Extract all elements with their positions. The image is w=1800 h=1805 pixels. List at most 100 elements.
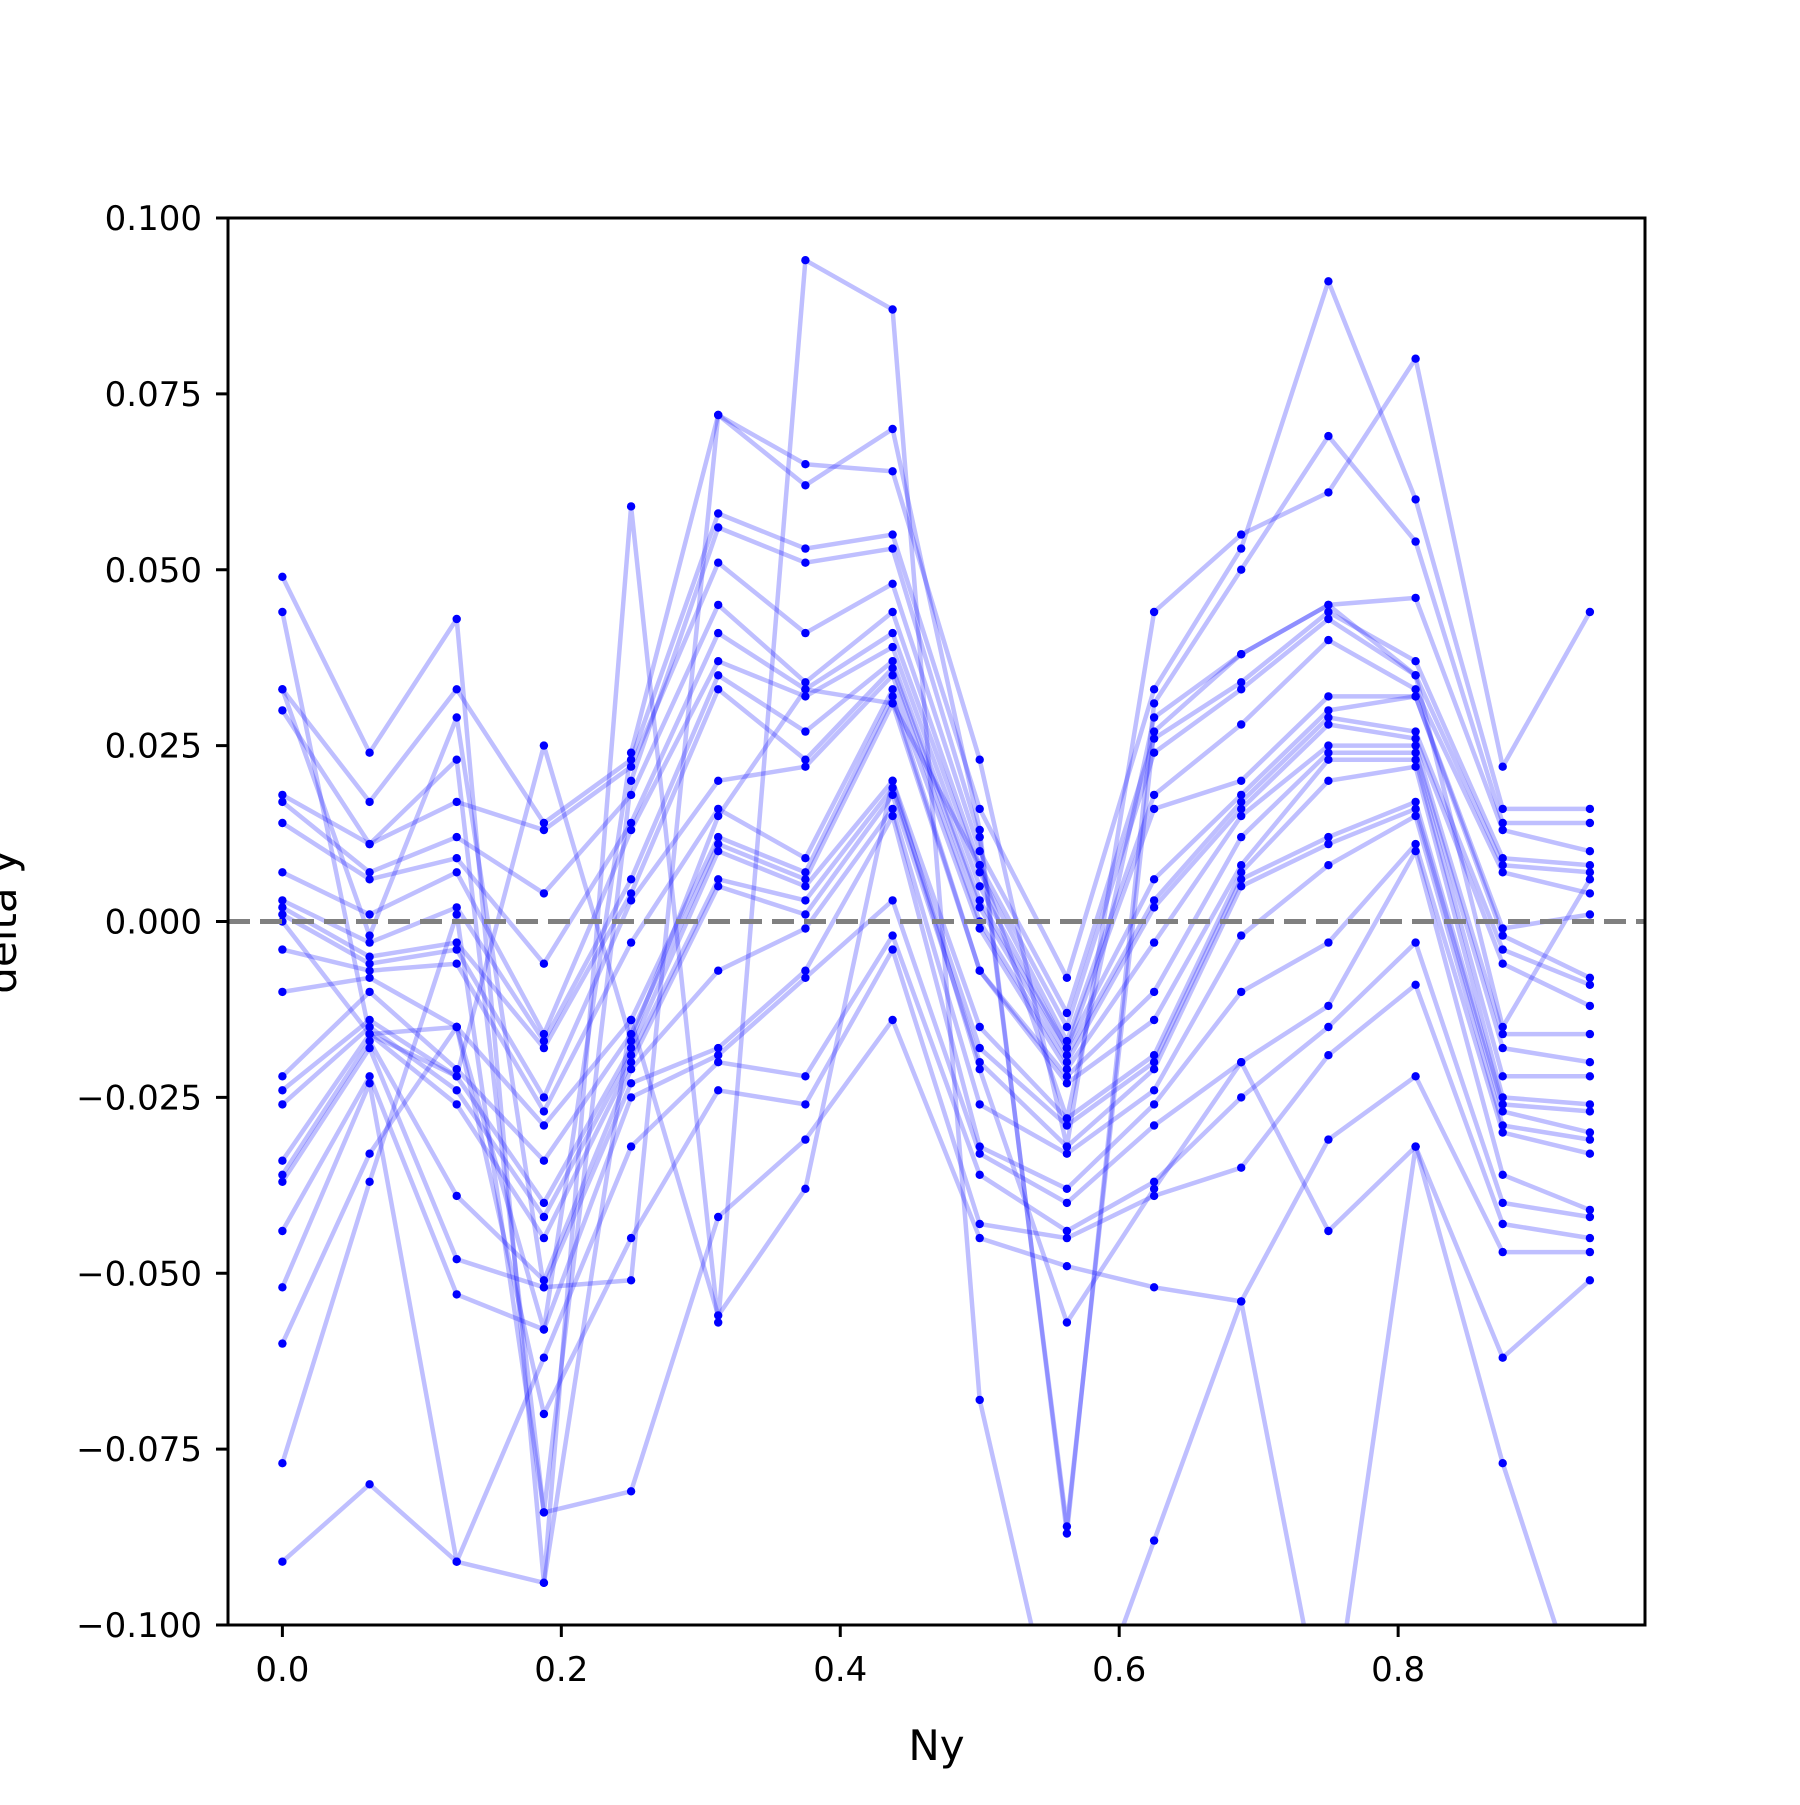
data-point — [1062, 1529, 1072, 1538]
data-point — [539, 1156, 549, 1165]
data-point — [452, 1290, 461, 1299]
data-point — [1149, 1177, 1159, 1187]
data-point — [626, 755, 636, 764]
data-point — [626, 1079, 636, 1088]
data-point — [1498, 924, 1507, 933]
data-point — [626, 889, 636, 898]
data-point — [452, 614, 461, 624]
data-point — [1237, 811, 1246, 821]
data-point — [714, 1311, 723, 1320]
data-point — [626, 825, 636, 835]
data-point — [452, 938, 461, 947]
data-point — [1585, 1149, 1595, 1158]
data-point — [1062, 1198, 1072, 1208]
data-point — [1237, 544, 1246, 553]
data-point — [1237, 790, 1246, 800]
data-point — [888, 811, 897, 821]
data-point — [626, 1043, 636, 1053]
data-point — [975, 847, 984, 856]
series-line-20 — [280, 813, 1591, 1290]
data-point — [1411, 762, 1420, 771]
data-point — [1498, 854, 1507, 863]
x-tick-label: 0.0 — [255, 1650, 309, 1690]
y-tick-label: 0.025 — [105, 727, 202, 767]
data-point — [1324, 488, 1333, 497]
data-point — [626, 1058, 636, 1067]
data-point — [888, 783, 897, 792]
y-tick-label: 0.000 — [105, 903, 202, 943]
data-point — [452, 832, 461, 842]
data-point — [626, 938, 636, 947]
y-axis: 0.100 0.075 0.050 0.025 0.000 −0.025 −0.050 −0.… — [76, 199, 228, 1646]
data-point — [1585, 1247, 1595, 1257]
data-point — [1062, 1072, 1072, 1081]
data-point — [1498, 1121, 1507, 1130]
data-point — [626, 776, 636, 785]
data-point — [365, 931, 374, 940]
data-point — [801, 544, 810, 553]
data-point — [1585, 804, 1595, 814]
data-point — [278, 1156, 287, 1165]
data-point — [1585, 1001, 1595, 1011]
data-point — [1411, 727, 1420, 736]
data-point — [1411, 748, 1420, 757]
data-point — [801, 1100, 810, 1109]
data-point — [714, 523, 723, 532]
data-point — [1411, 692, 1420, 701]
data-point — [452, 910, 461, 919]
data-point — [1585, 1233, 1595, 1243]
series-line-7 — [280, 602, 1591, 1030]
data-point — [1237, 987, 1246, 997]
y-tick-label: −0.025 — [76, 1078, 202, 1118]
data-point — [1585, 861, 1595, 870]
data-point — [278, 607, 287, 617]
data-point — [975, 825, 984, 835]
data-point — [1062, 1036, 1072, 1046]
data-point — [1149, 1536, 1159, 1545]
data-point — [1585, 1205, 1595, 1215]
data-point — [1498, 762, 1507, 771]
data-point — [801, 685, 810, 694]
data-point — [888, 776, 897, 785]
data-point — [714, 628, 723, 638]
data-point — [1149, 713, 1159, 722]
data-point — [1324, 1747, 1332, 1755]
data-point — [1062, 1022, 1072, 1032]
data-point — [1237, 650, 1246, 659]
data-point — [626, 1029, 636, 1039]
data-point — [714, 509, 723, 518]
data-point — [888, 664, 897, 673]
data-point — [975, 1395, 984, 1405]
data-point — [1237, 565, 1246, 574]
data-point — [365, 868, 374, 877]
data-point — [1149, 804, 1159, 814]
data-point — [1411, 537, 1420, 546]
data-point — [278, 572, 287, 581]
data-point — [1411, 797, 1420, 807]
data-point — [1149, 1283, 1159, 1292]
data-point — [1498, 1093, 1507, 1102]
data-point — [1149, 875, 1159, 884]
data-point — [888, 607, 897, 617]
data-point — [1062, 1065, 1072, 1074]
data-point — [888, 692, 897, 701]
data-point — [452, 1065, 461, 1074]
data-point — [714, 832, 723, 842]
data-point — [975, 1065, 984, 1074]
series-line-19 — [280, 806, 1591, 1283]
series-line-23 — [280, 947, 1591, 1417]
data-point — [801, 966, 810, 975]
series-layer — [280, 257, 1592, 1625]
series-line-11 — [281, 665, 1591, 1058]
data-point — [1498, 1170, 1507, 1180]
x-tick-label: 0.2 — [534, 1650, 588, 1690]
data-point — [714, 685, 723, 694]
data-point — [539, 1325, 549, 1334]
y-tick-label: −0.100 — [76, 1606, 202, 1646]
data-point — [975, 1233, 984, 1243]
data-point — [1237, 875, 1246, 884]
data-point — [1237, 530, 1246, 539]
data-point — [365, 987, 374, 997]
data-point — [365, 797, 374, 807]
